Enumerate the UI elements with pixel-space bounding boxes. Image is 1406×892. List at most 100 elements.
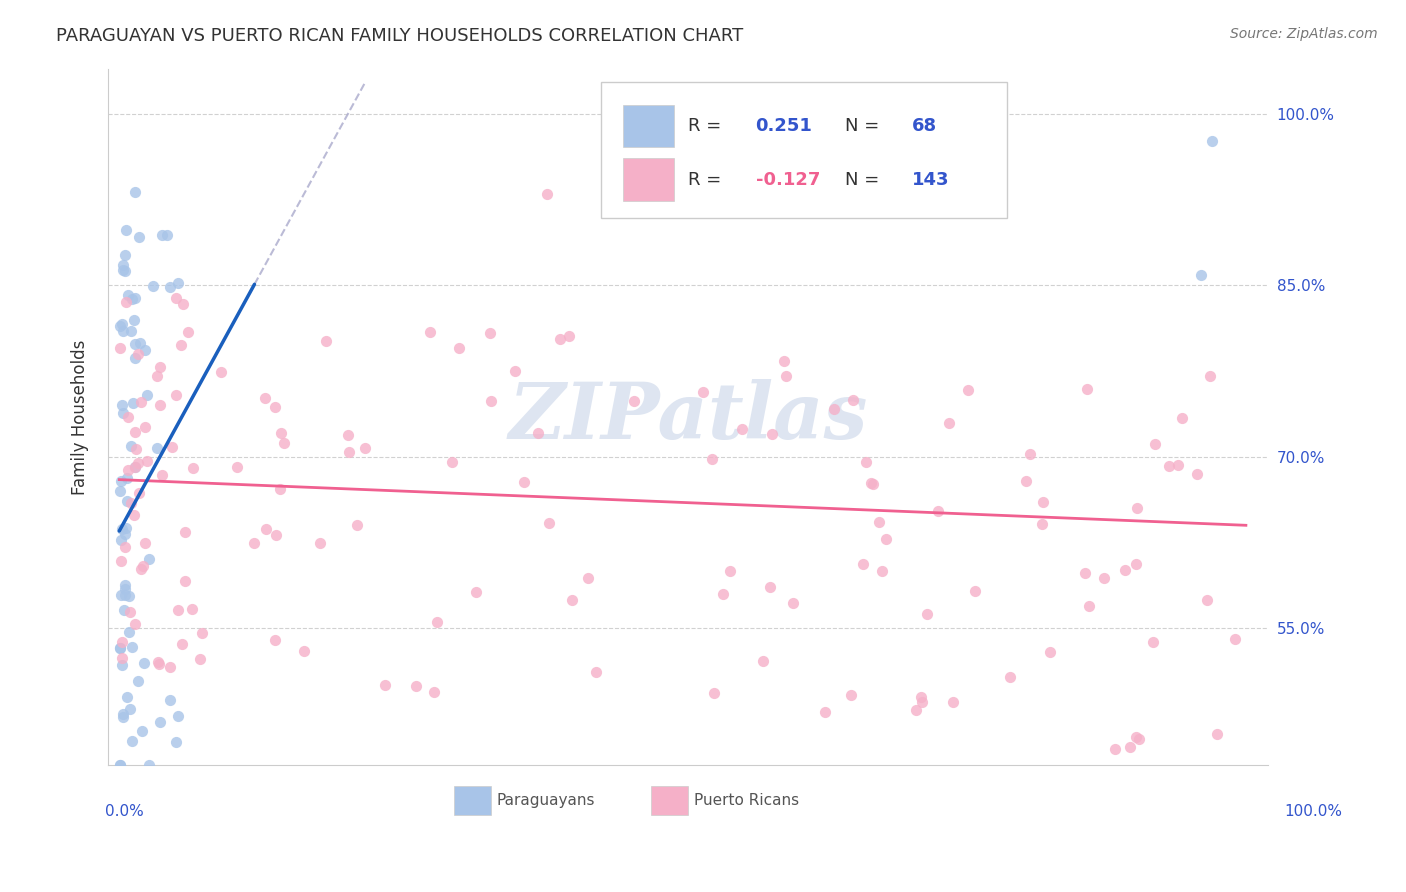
Point xyxy=(1104,741,1126,756)
Point xyxy=(120,324,142,338)
Point xyxy=(114,541,136,555)
Point xyxy=(761,426,783,441)
Point xyxy=(752,654,775,668)
Point xyxy=(138,552,160,566)
FancyBboxPatch shape xyxy=(623,159,675,201)
Point xyxy=(855,455,877,469)
Point xyxy=(114,588,136,602)
Point xyxy=(110,533,132,547)
Point xyxy=(503,364,526,378)
Point xyxy=(118,702,141,716)
Point xyxy=(120,439,142,453)
Text: N =: N = xyxy=(845,171,884,189)
Point xyxy=(110,758,132,772)
Point xyxy=(1143,437,1166,451)
Point xyxy=(336,428,359,442)
Point xyxy=(128,230,150,244)
Point xyxy=(136,388,159,402)
Point xyxy=(174,574,197,588)
Point xyxy=(418,326,440,340)
Point xyxy=(440,455,463,469)
Point xyxy=(870,564,893,578)
Point xyxy=(264,632,287,647)
Point xyxy=(337,445,360,459)
Point xyxy=(346,518,368,533)
Point xyxy=(120,496,142,510)
Point xyxy=(111,522,134,536)
Point xyxy=(110,341,132,355)
Point xyxy=(111,658,134,673)
Point xyxy=(115,521,138,535)
Point xyxy=(842,392,865,407)
Point xyxy=(115,471,138,485)
Point xyxy=(405,679,427,693)
Point xyxy=(1114,563,1136,577)
Point xyxy=(814,705,837,719)
Point xyxy=(159,692,181,706)
Point xyxy=(465,584,488,599)
Point xyxy=(111,710,134,724)
Point xyxy=(124,313,146,327)
Point xyxy=(114,527,136,541)
Text: PARAGUAYAN VS PUERTO RICAN FAMILY HOUSEHOLDS CORRELATION CHART: PARAGUAYAN VS PUERTO RICAN FAMILY HOUSEH… xyxy=(56,27,744,45)
Text: R =: R = xyxy=(688,118,727,136)
Point xyxy=(159,280,181,294)
Point xyxy=(423,685,446,699)
Point xyxy=(135,454,157,468)
Point xyxy=(917,607,939,621)
Point xyxy=(114,582,136,596)
Point xyxy=(550,332,572,346)
Point xyxy=(1199,369,1222,384)
Point xyxy=(112,706,135,721)
Point xyxy=(1189,268,1212,282)
Text: -0.127: -0.127 xyxy=(755,171,820,189)
Point xyxy=(110,483,132,498)
Point xyxy=(292,644,315,658)
Point xyxy=(1167,458,1189,472)
Point xyxy=(1206,727,1229,741)
Text: 0.0%: 0.0% xyxy=(105,805,145,819)
Point xyxy=(129,335,152,350)
Point xyxy=(1159,458,1181,473)
Point xyxy=(124,460,146,475)
Point xyxy=(156,227,179,242)
Point xyxy=(121,734,143,748)
Text: N =: N = xyxy=(845,118,884,136)
Point xyxy=(1171,410,1194,425)
Point xyxy=(449,342,471,356)
Point xyxy=(374,678,396,692)
Point xyxy=(561,592,583,607)
Point xyxy=(174,525,197,540)
Point xyxy=(773,353,796,368)
Point xyxy=(1225,632,1247,646)
Point xyxy=(181,602,204,616)
FancyBboxPatch shape xyxy=(651,786,688,815)
Point xyxy=(875,532,897,546)
Point xyxy=(711,587,734,601)
Point xyxy=(111,263,134,277)
Point xyxy=(354,441,377,455)
Point xyxy=(165,735,187,749)
Point xyxy=(513,475,536,489)
Point xyxy=(150,227,173,242)
Point xyxy=(110,758,132,772)
Point xyxy=(118,625,141,640)
Point xyxy=(254,523,277,537)
Point xyxy=(111,398,134,412)
Point xyxy=(269,482,291,496)
Point xyxy=(129,562,152,576)
Text: Puerto Ricans: Puerto Ricans xyxy=(695,793,799,808)
Point xyxy=(124,425,146,439)
Point xyxy=(165,388,187,402)
Point xyxy=(148,657,170,671)
FancyBboxPatch shape xyxy=(454,786,491,815)
Point xyxy=(702,452,724,467)
Point xyxy=(426,615,449,629)
Text: 143: 143 xyxy=(912,171,949,189)
Point xyxy=(167,709,190,723)
Point xyxy=(823,402,845,417)
Point xyxy=(538,516,561,530)
Point xyxy=(124,185,146,199)
Point xyxy=(1039,645,1062,659)
Point xyxy=(111,258,134,272)
